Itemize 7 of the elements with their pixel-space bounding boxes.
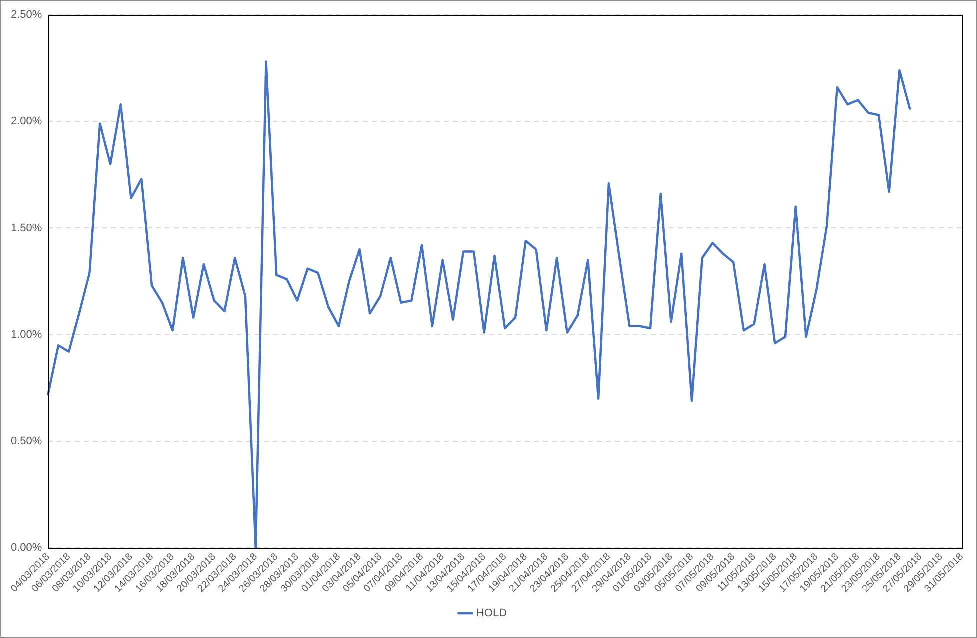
y-tick-label: 1.50% xyxy=(10,222,42,234)
y-tick-label: 1.00% xyxy=(10,328,42,341)
y-tick-label: 0.50% xyxy=(10,436,42,448)
legend-label: HOLD xyxy=(476,608,508,620)
y-tick-label: 0.00% xyxy=(10,542,42,554)
y-tick-label: 2.00% xyxy=(10,116,42,128)
y-tick-label: 2.50% xyxy=(10,9,42,22)
